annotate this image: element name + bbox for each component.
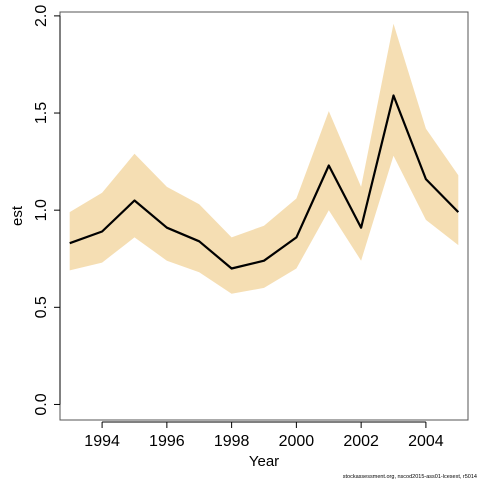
y-tick-label-1.0: 1.0 xyxy=(33,199,50,221)
x-tick-label-2002: 2002 xyxy=(343,433,379,450)
x-tick-label-1994: 1994 xyxy=(84,433,120,450)
y-axis: 0.0 0.5 1.0 1.5 2.0 xyxy=(33,5,61,416)
plot-area xyxy=(69,23,460,294)
y-axis-label: est xyxy=(9,205,26,226)
y-tick-label-2.0: 2.0 xyxy=(33,5,50,27)
y-tick-label-0.0: 0.0 xyxy=(33,393,50,415)
x-tick-label-1998: 1998 xyxy=(214,433,250,450)
x-tick-label-1996: 1996 xyxy=(149,433,185,450)
y-tick-label-1.5: 1.5 xyxy=(33,102,50,124)
x-axis-label: Year xyxy=(249,453,279,470)
footnote: stockassessment.org, nscod2015-ass01-lce… xyxy=(343,474,477,480)
x-tick-label-2000: 2000 xyxy=(279,433,315,450)
y-tick-label-0.5: 0.5 xyxy=(33,296,50,318)
estimate-line xyxy=(69,94,460,270)
data-points xyxy=(69,95,459,269)
x-tick-label-2004: 2004 xyxy=(408,433,444,450)
x-axis: 1994 1996 1998 2000 2002 2004 xyxy=(84,421,444,450)
